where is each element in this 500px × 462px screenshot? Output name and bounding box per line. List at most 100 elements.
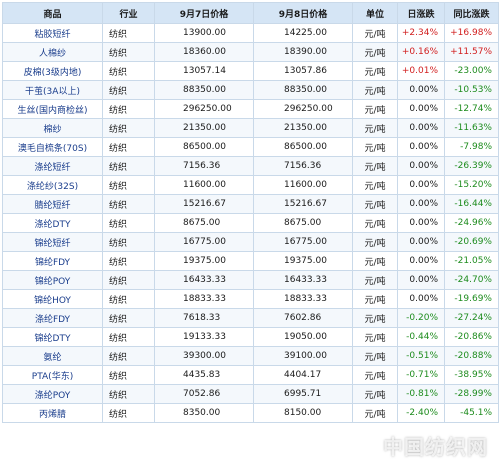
- price-sep7-cell: 7618.33: [154, 308, 254, 328]
- yoy-change-cell: -20.86%: [444, 327, 499, 347]
- product-name[interactable]: 锦纶HOY: [2, 289, 103, 309]
- product-name[interactable]: 生丝(国内商检丝): [2, 99, 103, 119]
- industry-cell: 纺织: [102, 270, 155, 290]
- table-row: 腈纶短纤 纺织 15216.67 15216.67 元/吨 0.00% -16.44%: [2, 194, 499, 214]
- price-sep8-cell: 14225.00: [253, 23, 353, 43]
- product-name[interactable]: 锦纶FDY: [2, 251, 103, 271]
- price-sep8-cell: 8150.00: [253, 403, 353, 423]
- table-row: PTA(华东) 纺织 4435.83 4404.17 元/吨 -0.71% -38.95%: [2, 365, 499, 385]
- price-sep8-cell: 19050.00: [253, 327, 353, 347]
- day-change-cell: -0.71%: [397, 365, 445, 385]
- yoy-change-cell: -16.44%: [444, 194, 499, 214]
- unit-cell: 元/吨: [352, 308, 398, 328]
- price-sep8-cell: 16775.00: [253, 232, 353, 252]
- price-sep8-cell: 18390.00: [253, 42, 353, 62]
- product-name[interactable]: 涤纶DTY: [2, 213, 103, 233]
- industry-cell: 纺织: [102, 251, 155, 271]
- table-row: 生丝(国内商检丝) 纺织 296250.00 296250.00 元/吨 0.00% -12…: [2, 99, 499, 119]
- table-row: 丙烯腈 纺织 8350.00 8150.00 元/吨 -2.40% -45.1%: [2, 403, 499, 423]
- price-table-container: 商品 行业 9月7日价格 9月8日价格 单位 日涨跌 同比涨跌 粘胶短纤 纺织 13…: [2, 2, 499, 423]
- col-header-yoy: 同比涨跌: [444, 2, 499, 24]
- product-name[interactable]: 涤纶纱(32S): [2, 175, 103, 195]
- day-change-cell: -0.81%: [397, 384, 445, 404]
- unit-cell: 元/吨: [352, 327, 398, 347]
- table-row: 锦纶POY 纺织 16433.33 16433.33 元/吨 0.00% -24.70%: [2, 270, 499, 290]
- table-row: 涤纶DTY 纺织 8675.00 8675.00 元/吨 0.00% -24.96%: [2, 213, 499, 233]
- day-change-cell: 0.00%: [397, 175, 445, 195]
- yoy-change-cell: -20.88%: [444, 346, 499, 366]
- price-sep8-cell: 4404.17: [253, 365, 353, 385]
- price-sep7-cell: 19375.00: [154, 251, 254, 271]
- price-sep8-cell: 88350.00: [253, 80, 353, 100]
- unit-cell: 元/吨: [352, 118, 398, 138]
- yoy-change-cell: -19.69%: [444, 289, 499, 309]
- price-sep7-cell: 15216.67: [154, 194, 254, 214]
- price-sep7-cell: 13057.14: [154, 61, 254, 81]
- product-name[interactable]: 锦纶POY: [2, 270, 103, 290]
- price-sep7-cell: 21350.00: [154, 118, 254, 138]
- day-change-cell: -0.20%: [397, 308, 445, 328]
- yoy-change-cell: -15.20%: [444, 175, 499, 195]
- product-name[interactable]: 干茧(3A以上): [2, 80, 103, 100]
- day-change-cell: 0.00%: [397, 213, 445, 233]
- price-sep7-cell: 19133.33: [154, 327, 254, 347]
- industry-cell: 纺织: [102, 194, 155, 214]
- industry-cell: 纺织: [102, 384, 155, 404]
- price-sep8-cell: 296250.00: [253, 99, 353, 119]
- table-row: 人棉纱 纺织 18360.00 18390.00 元/吨 +0.16% +11.57%: [2, 42, 499, 62]
- col-header-unit: 单位: [352, 2, 398, 24]
- unit-cell: 元/吨: [352, 137, 398, 157]
- product-name[interactable]: 丙烯腈: [2, 403, 103, 423]
- unit-cell: 元/吨: [352, 346, 398, 366]
- col-header-day: 日涨跌: [397, 2, 445, 24]
- product-name[interactable]: 腈纶短纤: [2, 194, 103, 214]
- product-name[interactable]: 锦纶DTY: [2, 327, 103, 347]
- watermark-logo: 中国纺织网: [383, 435, 488, 459]
- industry-cell: 纺织: [102, 403, 155, 423]
- industry-cell: 纺织: [102, 289, 155, 309]
- product-name[interactable]: 棉纱: [2, 118, 103, 138]
- yoy-change-cell: -27.24%: [444, 308, 499, 328]
- yoy-change-cell: +11.57%: [444, 42, 499, 62]
- unit-cell: 元/吨: [352, 156, 398, 176]
- product-name[interactable]: 涤纶短纤: [2, 156, 103, 176]
- price-sep7-cell: 18360.00: [154, 42, 254, 62]
- col-header-industry: 行业: [102, 2, 155, 24]
- table-row: 涤纶短纤 纺织 7156.36 7156.36 元/吨 0.00% -26.39%: [2, 156, 499, 176]
- price-sep7-cell: 39300.00: [154, 346, 254, 366]
- product-name[interactable]: 人棉纱: [2, 42, 103, 62]
- yoy-change-cell: -20.69%: [444, 232, 499, 252]
- table-row: 干茧(3A以上) 纺织 88350.00 88350.00 元/吨 0.00% -10.53…: [2, 80, 499, 100]
- product-name[interactable]: 涤纶POY: [2, 384, 103, 404]
- industry-cell: 纺织: [102, 61, 155, 81]
- product-name[interactable]: 涤纶FDY: [2, 308, 103, 328]
- price-sep7-cell: 11600.00: [154, 175, 254, 195]
- table-row: 粘胶短纤 纺织 13900.00 14225.00 元/吨 +2.34% +16.98%: [2, 23, 499, 43]
- price-sep7-cell: 296250.00: [154, 99, 254, 119]
- product-name[interactable]: 锦纶短纤: [2, 232, 103, 252]
- product-name[interactable]: 粘胶短纤: [2, 23, 103, 43]
- yoy-change-cell: +16.98%: [444, 23, 499, 43]
- price-sep7-cell: 8350.00: [154, 403, 254, 423]
- industry-cell: 纺织: [102, 80, 155, 100]
- day-change-cell: 0.00%: [397, 118, 445, 138]
- day-change-cell: +0.01%: [397, 61, 445, 81]
- price-sep8-cell: 18833.33: [253, 289, 353, 309]
- price-sep8-cell: 7156.36: [253, 156, 353, 176]
- yoy-change-cell: -11.63%: [444, 118, 499, 138]
- day-change-cell: 0.00%: [397, 270, 445, 290]
- product-name[interactable]: 氨纶: [2, 346, 103, 366]
- price-sep8-cell: 39100.00: [253, 346, 353, 366]
- day-change-cell: 0.00%: [397, 232, 445, 252]
- yoy-change-cell: -23.00%: [444, 61, 499, 81]
- product-name[interactable]: 皮棉(3级内地): [2, 61, 103, 81]
- product-name[interactable]: 澳毛自梳条(70S): [2, 137, 103, 157]
- table-row: 锦纶短纤 纺织 16775.00 16775.00 元/吨 0.00% -20.69%: [2, 232, 499, 252]
- table-row: 皮棉(3级内地) 纺织 13057.14 13057.86 元/吨 +0.01% -23.0…: [2, 61, 499, 81]
- industry-cell: 纺织: [102, 175, 155, 195]
- col-header-name: 商品: [2, 2, 103, 24]
- industry-cell: 纺织: [102, 99, 155, 119]
- product-name[interactable]: PTA(华东): [2, 365, 103, 385]
- day-change-cell: -0.51%: [397, 346, 445, 366]
- price-sep7-cell: 16775.00: [154, 232, 254, 252]
